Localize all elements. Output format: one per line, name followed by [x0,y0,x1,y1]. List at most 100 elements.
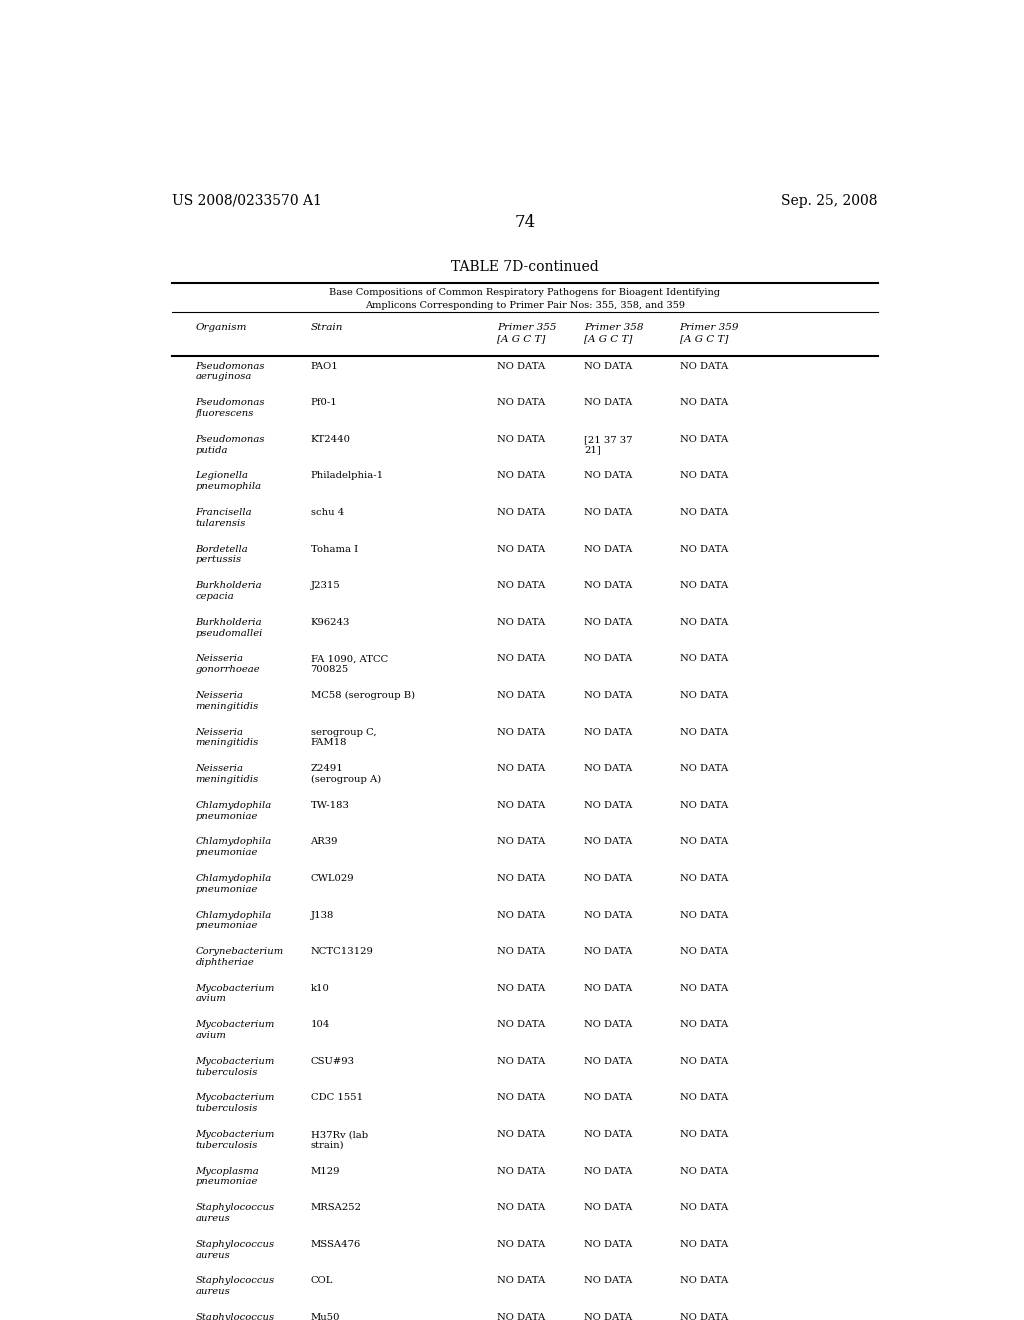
Text: AR39: AR39 [310,837,338,846]
Text: J138: J138 [310,911,334,920]
Text: NO DATA: NO DATA [585,1313,633,1320]
Text: serogroup C,
FAM18: serogroup C, FAM18 [310,727,376,747]
Text: Burkholderia
pseudomallei: Burkholderia pseudomallei [196,618,263,638]
Text: NO DATA: NO DATA [585,581,633,590]
Text: Mycobacterium
avium: Mycobacterium avium [196,983,274,1003]
Text: TW-183: TW-183 [310,801,349,809]
Text: NO DATA: NO DATA [680,948,728,956]
Text: NO DATA: NO DATA [680,508,728,517]
Text: NO DATA: NO DATA [680,1276,728,1286]
Text: NO DATA: NO DATA [497,655,545,664]
Text: NO DATA: NO DATA [585,1020,633,1030]
Text: Staphylococcus
aureus: Staphylococcus aureus [196,1204,274,1224]
Text: Chlamydophila
pneumoniae: Chlamydophila pneumoniae [196,801,271,821]
Text: Mycoplasma
pneumoniae: Mycoplasma pneumoniae [196,1167,259,1187]
Text: Mycobacterium
tuberculosis: Mycobacterium tuberculosis [196,1093,274,1113]
Text: Amplicons Corresponding to Primer Pair Nos: 355, 358, and 359: Amplicons Corresponding to Primer Pair N… [365,301,685,310]
Text: Neisseria
meningitidis: Neisseria meningitidis [196,764,259,784]
Text: NO DATA: NO DATA [680,727,728,737]
Text: NO DATA: NO DATA [497,1167,545,1176]
Text: NO DATA: NO DATA [585,362,633,371]
Text: [21 37 37
21]: [21 37 37 21] [585,434,633,454]
Text: NO DATA: NO DATA [497,948,545,956]
Text: Pf0-1: Pf0-1 [310,399,337,408]
Text: NO DATA: NO DATA [497,508,545,517]
Text: Burkholderia
cepacia: Burkholderia cepacia [196,581,262,601]
Text: NO DATA: NO DATA [680,1239,728,1249]
Text: NO DATA: NO DATA [497,545,545,553]
Text: Mu50: Mu50 [310,1313,340,1320]
Text: Tohama I: Tohama I [310,545,357,553]
Text: KT2440: KT2440 [310,434,350,444]
Text: TABLE 7D-continued: TABLE 7D-continued [451,260,599,275]
Text: NO DATA: NO DATA [680,837,728,846]
Text: K96243: K96243 [310,618,350,627]
Text: NO DATA: NO DATA [585,837,633,846]
Text: NO DATA: NO DATA [497,801,545,809]
Text: J2315: J2315 [310,581,340,590]
Text: Francisella
tularensis: Francisella tularensis [196,508,252,528]
Text: NO DATA: NO DATA [585,1093,633,1102]
Text: NO DATA: NO DATA [585,545,633,553]
Text: Mycobacterium
tuberculosis: Mycobacterium tuberculosis [196,1130,274,1150]
Text: NO DATA: NO DATA [680,801,728,809]
Text: NO DATA: NO DATA [680,874,728,883]
Text: NO DATA: NO DATA [585,911,633,920]
Text: Strain: Strain [310,323,343,333]
Text: NO DATA: NO DATA [497,434,545,444]
Text: NO DATA: NO DATA [680,1130,728,1139]
Text: NO DATA: NO DATA [680,362,728,371]
Text: Philadelphia-1: Philadelphia-1 [310,471,384,480]
Text: NO DATA: NO DATA [497,362,545,371]
Text: NO DATA: NO DATA [497,911,545,920]
Text: NO DATA: NO DATA [585,983,633,993]
Text: CSU#93: CSU#93 [310,1057,354,1065]
Text: NO DATA: NO DATA [680,764,728,774]
Text: NO DATA: NO DATA [585,471,633,480]
Text: MSSA476: MSSA476 [310,1239,360,1249]
Text: Primer 359
[A G C T]: Primer 359 [A G C T] [680,323,739,343]
Text: NO DATA: NO DATA [680,399,728,408]
Text: Primer 355
[A G C T]: Primer 355 [A G C T] [497,323,556,343]
Text: NO DATA: NO DATA [585,764,633,774]
Text: Staphylococcus
aureus: Staphylococcus aureus [196,1313,274,1320]
Text: NO DATA: NO DATA [497,1057,545,1065]
Text: NO DATA: NO DATA [497,690,545,700]
Text: Neisseria
gonorrhoeae: Neisseria gonorrhoeae [196,655,260,675]
Text: NO DATA: NO DATA [585,690,633,700]
Text: NO DATA: NO DATA [680,1204,728,1212]
Text: NO DATA: NO DATA [585,801,633,809]
Text: NO DATA: NO DATA [680,618,728,627]
Text: H37Rv (lab
strain): H37Rv (lab strain) [310,1130,368,1150]
Text: Bordetella
pertussis: Bordetella pertussis [196,545,248,565]
Text: Chlamydophila
pneumoniae: Chlamydophila pneumoniae [196,911,271,931]
Text: NO DATA: NO DATA [680,1167,728,1176]
Text: Primer 358
[A G C T]: Primer 358 [A G C T] [585,323,644,343]
Text: Mycobacterium
avium: Mycobacterium avium [196,1020,274,1040]
Text: Neisseria
meningitidis: Neisseria meningitidis [196,727,259,747]
Text: Staphylococcus
aureus: Staphylococcus aureus [196,1239,274,1259]
Text: NO DATA: NO DATA [680,581,728,590]
Text: NO DATA: NO DATA [497,764,545,774]
Text: Mycobacterium
tuberculosis: Mycobacterium tuberculosis [196,1057,274,1077]
Text: NO DATA: NO DATA [585,874,633,883]
Text: Chlamydophila
pneumoniae: Chlamydophila pneumoniae [196,837,271,857]
Text: NO DATA: NO DATA [680,1020,728,1030]
Text: NO DATA: NO DATA [497,983,545,993]
Text: Organism: Organism [196,323,247,333]
Text: NO DATA: NO DATA [497,1093,545,1102]
Text: NO DATA: NO DATA [497,874,545,883]
Text: Sep. 25, 2008: Sep. 25, 2008 [781,194,878,209]
Text: NO DATA: NO DATA [585,508,633,517]
Text: NO DATA: NO DATA [497,837,545,846]
Text: NO DATA: NO DATA [585,1130,633,1139]
Text: NO DATA: NO DATA [497,1130,545,1139]
Text: Staphylococcus
aureus: Staphylococcus aureus [196,1276,274,1296]
Text: NO DATA: NO DATA [680,1057,728,1065]
Text: NO DATA: NO DATA [497,1239,545,1249]
Text: NO DATA: NO DATA [585,1167,633,1176]
Text: PAO1: PAO1 [310,362,338,371]
Text: Z2491
(serogroup A): Z2491 (serogroup A) [310,764,381,784]
Text: NO DATA: NO DATA [585,1057,633,1065]
Text: NO DATA: NO DATA [585,1276,633,1286]
